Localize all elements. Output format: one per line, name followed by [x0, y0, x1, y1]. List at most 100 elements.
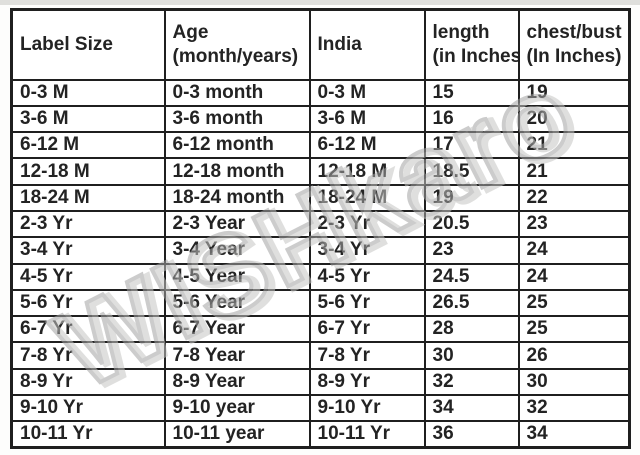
cell-label-size: 10-11 Yr — [10, 420, 166, 449]
cell-india: 10-11 Yr — [308, 420, 426, 449]
cell-india: 8-9 Yr — [308, 367, 426, 397]
cell-label-size: 3-6 M — [10, 104, 166, 134]
cell-chest-bust: 19 — [517, 78, 631, 107]
cell-chest-bust: 23 — [517, 209, 631, 239]
column-header-india: India — [308, 8, 426, 81]
cell-length: 16 — [423, 104, 520, 134]
cell-label-size: 4-5 Yr — [10, 262, 166, 291]
table-row: 0-3 M 0-3 month 0-3 M 15 19 — [10, 78, 631, 107]
cell-label-size: 0-3 M — [10, 78, 166, 107]
cell-chest-bust: 25 — [517, 315, 631, 344]
cell-label-size: 9-10 Yr — [10, 394, 166, 423]
cell-age: 8-9 Year — [163, 367, 311, 397]
cell-length: 32 — [423, 367, 520, 397]
cell-age: 5-6 Year — [163, 288, 311, 318]
column-header-line: Age — [172, 22, 209, 43]
cell-chest-bust: 26 — [517, 341, 631, 370]
cell-length: 17 — [423, 131, 520, 160]
table-row: 8-9 Yr 8-9 Year 8-9 Yr 32 30 — [10, 367, 631, 397]
cell-india: 6-7 Yr — [308, 315, 426, 344]
cell-length: 30 — [423, 341, 520, 370]
cell-length: 18.5 — [423, 157, 520, 186]
cell-india: 18-24 M — [308, 183, 426, 212]
header-row: Label Size Age (month/years) India length (in… — [10, 8, 631, 81]
cell-india: 3-6 M — [308, 104, 426, 134]
table-row: 2-3 Yr 2-3 Year 2-3 Yr 20.5 23 — [10, 209, 631, 239]
cell-age: 6-7 Year — [163, 315, 311, 344]
column-header-age: Age (month/years) — [163, 8, 311, 81]
cell-length: 26.5 — [423, 288, 520, 318]
table-row: 3-6 M 3-6 month 3-6 M 16 20 — [10, 104, 631, 134]
cell-label-size: 5-6 Yr — [10, 288, 166, 318]
cell-chest-bust: 34 — [517, 420, 631, 449]
column-header-chest-bust: chest/bust (In Inches) — [517, 8, 631, 81]
column-header-line: chest/bust — [526, 22, 622, 43]
cell-age: 9-10 year — [163, 394, 311, 423]
table-row: 10-11 Yr 10-11 year 10-11 Yr 36 34 — [10, 420, 631, 449]
cell-india: 2-3 Yr — [308, 209, 426, 239]
table-row: 18-24 M 18-24 month 18-24 M 19 22 — [10, 183, 631, 212]
cell-label-size: 2-3 Yr — [10, 209, 166, 239]
column-header-line: Label Size — [20, 33, 113, 55]
cell-age: 10-11 year — [163, 420, 311, 449]
table-row: 12-18 M 12-18 month 12-18 M 18.5 21 — [10, 157, 631, 186]
cell-india: 3-4 Yr — [308, 236, 426, 265]
table-row: 6-12 M 6-12 month 6-12 M 17 21 — [10, 131, 631, 160]
column-header-label-size: Label Size — [10, 8, 166, 81]
cell-india: 12-18 M — [308, 157, 426, 186]
table-row: 3-4 Yr 3-4 Year 3-4 Yr 23 24 — [10, 236, 631, 265]
column-header-line: India — [317, 33, 362, 55]
cell-chest-bust: 30 — [517, 367, 631, 397]
cell-length: 28 — [423, 315, 520, 344]
cell-age: 6-12 month — [163, 131, 311, 160]
cell-age: 4-5 Year — [163, 262, 311, 291]
cell-length: 34 — [423, 394, 520, 423]
photo-top-edge — [0, 0, 640, 5]
cell-chest-bust: 32 — [517, 394, 631, 423]
cell-india: 7-8 Yr — [308, 341, 426, 370]
cell-age: 3-4 Year — [163, 236, 311, 265]
table-row: 7-8 Yr 7-8 Year 7-8 Yr 30 26 — [10, 341, 631, 370]
cell-chest-bust: 22 — [517, 183, 631, 212]
cell-chest-bust: 20 — [517, 104, 631, 134]
table-body: 0-3 M 0-3 month 0-3 M 15 19 3-6 M 3-6 month 3-6… — [10, 78, 631, 449]
cell-label-size: 8-9 Yr — [10, 367, 166, 397]
cell-age: 0-3 month — [163, 78, 311, 107]
cell-age: 12-18 month — [163, 157, 311, 186]
cell-india: 6-12 M — [308, 131, 426, 160]
column-header-line: (month/years) — [172, 45, 299, 67]
cell-label-size: 18-24 M — [10, 183, 166, 212]
cell-india: 4-5 Yr — [308, 262, 426, 291]
cell-age: 18-24 month — [163, 183, 311, 212]
cell-chest-bust: 24 — [517, 262, 631, 291]
column-header-line: (In Inches) — [526, 45, 622, 67]
cell-chest-bust: 21 — [517, 131, 631, 160]
cell-chest-bust: 24 — [517, 236, 631, 265]
cell-india: 5-6 Yr — [308, 288, 426, 318]
cell-age: 2-3 Year — [163, 209, 311, 239]
size-chart-table: Label Size Age (month/years) India length (in… — [10, 8, 631, 450]
cell-label-size: 3-4 Yr — [10, 236, 166, 265]
cell-label-size: 6-12 M — [10, 131, 166, 160]
cell-chest-bust: 21 — [517, 157, 631, 186]
cell-india: 0-3 M — [308, 78, 426, 107]
cell-length: 24.5 — [423, 262, 520, 291]
cell-chest-bust: 25 — [517, 288, 631, 318]
cell-length: 15 — [423, 78, 520, 107]
cell-label-size: 6-7 Yr — [10, 315, 166, 344]
column-header-line: length — [432, 22, 490, 43]
column-header-line: (in Inches) — [432, 45, 519, 67]
cell-length: 20.5 — [423, 209, 520, 239]
cell-length: 19 — [423, 183, 520, 212]
cell-label-size: 12-18 M — [10, 157, 166, 186]
table-row: 9-10 Yr 9-10 year 9-10 Yr 34 32 — [10, 394, 631, 423]
cell-age: 7-8 Year — [163, 341, 311, 370]
cell-india: 9-10 Yr — [308, 394, 426, 423]
table-row: 4-5 Yr 4-5 Year 4-5 Yr 24.5 24 — [10, 262, 631, 291]
cell-length: 36 — [423, 420, 520, 449]
column-header-length: length (in Inches) — [423, 8, 520, 81]
table-row: 6-7 Yr 6-7 Year 6-7 Yr 28 25 — [10, 315, 631, 344]
cell-length: 23 — [423, 236, 520, 265]
table-row: 5-6 Yr 5-6 Year 5-6 Yr 26.5 25 — [10, 288, 631, 318]
